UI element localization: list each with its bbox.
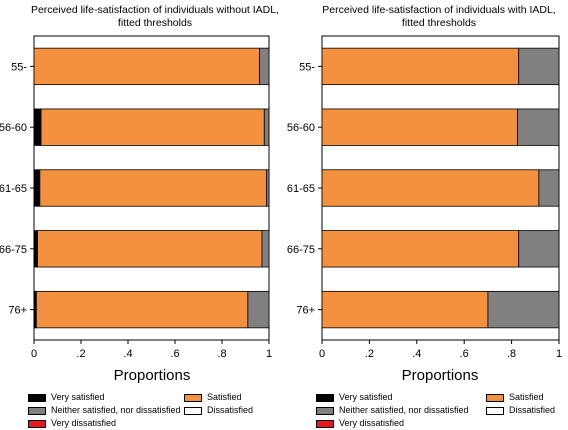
right-xtick-label-2: .4: [412, 348, 421, 360]
right-category-label-76: 76+: [296, 305, 315, 317]
right-xtick-label-1: .2: [365, 348, 374, 360]
right-legend-label-very-satisfied: Very satisfied: [339, 392, 393, 402]
left-legend-label-very-dissatisfied: Very dissatisfied: [51, 418, 117, 428]
left-legend-item-very-satisfied: Very satisfied: [28, 392, 105, 403]
right-bar-76-satisfied: [321, 290, 489, 329]
left-legend: Very satisfied Satisfied Neither satisfi…: [28, 392, 308, 428]
left-legend-item-very-dissatisfied: Very dissatisfied: [28, 418, 116, 429]
right-legend-swatch-neither: [316, 406, 334, 415]
right-legend: Very satisfied Satisfied Neither satisfi…: [316, 392, 568, 428]
left-bar-61-65-very-satisfied: [33, 169, 41, 207]
left-bar-61-65-neither-satisfied-nor-dissatisfied: [266, 169, 270, 207]
right-bar-76-neither-satisfied-nor-dissatisfied: [487, 290, 560, 329]
right-legend-item-very-satisfied: Very satisfied: [316, 392, 393, 403]
left-legend-label-satisfied: Satisfied: [207, 392, 242, 402]
left-bar-76-neither-satisfied-nor-dissatisfied: [247, 290, 270, 329]
right-panel: 55- 56-60 61-65 66-75 76+ 0 .2 .4 .6 .8 1: [287, 35, 562, 360]
right-category-label-55: 55-: [299, 61, 315, 73]
left-xtick-label-5: 1: [266, 348, 272, 360]
left-category-label-66-75: 66-75: [0, 244, 27, 256]
left-bar-61-65-satisfied: [39, 169, 268, 207]
right-bar-56-60-neither-satisfied-nor-dissatisfied: [517, 108, 560, 146]
left-bar-76-satisfied: [35, 290, 249, 329]
right-bar-66-75-satisfied: [321, 230, 520, 268]
right-xtick-label-4: .8: [507, 348, 516, 360]
left-legend-swatch-neither: [28, 406, 46, 415]
left-bar-56-60-satisfied: [40, 108, 265, 146]
left-xtick-label-4: .8: [217, 348, 226, 360]
left-legend-swatch-satisfied: [184, 393, 202, 402]
right-legend-label-neither: Neither satisfied, nor dissatisfied: [339, 405, 469, 415]
right-legend-item-dissatisfied: Dissatisfied: [486, 405, 555, 416]
left-xtick-label-1: .2: [76, 348, 85, 360]
left-legend-item-neither: Neither satisfied, nor dissatisfied: [28, 405, 181, 416]
right-legend-label-dissatisfied: Dissatisfied: [509, 405, 556, 415]
right-xtick-label-3: .6: [460, 348, 469, 360]
left-xtick-label-3: .6: [170, 348, 179, 360]
right-bar-55-satisfied: [321, 47, 520, 86]
left-panel-title: Perceived life-satisfaction of individua…: [20, 4, 290, 30]
right-legend-item-satisfied: Satisfied: [486, 392, 544, 403]
right-xtick-label-5: 1: [556, 348, 562, 360]
left-legend-label-very-satisfied: Very satisfied: [51, 392, 105, 402]
right-legend-item-very-dissatisfied: Very dissatisfied: [316, 418, 404, 429]
left-category-label-55: 55-: [11, 61, 27, 73]
left-category-label-56-60: 56-60: [0, 122, 27, 134]
left-xtick-label-2: .4: [123, 348, 132, 360]
left-xtick-label-0: 0: [31, 348, 37, 360]
right-x-axis-title: Proportions: [401, 367, 479, 384]
left-bar-56-60-neither-satisfied-nor-dissatisfied: [263, 108, 270, 146]
left-bar-55-neither-satisfied-nor-dissatisfied: [259, 47, 270, 86]
left-legend-item-dissatisfied: Dissatisfied: [184, 405, 253, 416]
right-bar-56-60-satisfied: [321, 108, 518, 146]
left-title-line-1: Perceived life-satisfaction of individua…: [30, 4, 280, 16]
left-legend-swatch-very-dissatisfied: [28, 419, 46, 428]
right-legend-item-neither: Neither satisfied, nor dissatisfied: [316, 405, 469, 416]
right-legend-swatch-very-dissatisfied: [316, 419, 334, 428]
left-bar-66-75-very-satisfied: [33, 230, 38, 268]
left-bar-66-75-satisfied: [37, 230, 263, 268]
left-legend-label-neither: Neither satisfied, nor dissatisfied: [51, 405, 181, 415]
right-category-label-56-60: 56-60: [287, 122, 315, 134]
right-bar-66-75-neither-satisfied-nor-dissatisfied: [518, 230, 560, 268]
right-bar-61-65-satisfied: [321, 169, 540, 207]
left-bar-66-75-neither-satisfied-nor-dissatisfied: [261, 230, 270, 268]
right-title-line-2: fitted thresholds: [401, 17, 477, 29]
left-legend-swatch-dissatisfied: [184, 406, 202, 415]
right-panel-title: Perceived life-satisfaction of individua…: [304, 4, 568, 30]
right-category-label-61-65: 61-65: [287, 183, 315, 195]
left-legend-item-satisfied: Satisfied: [184, 392, 242, 403]
right-legend-swatch-very-satisfied: [316, 393, 334, 402]
right-xtick-label-0: 0: [319, 348, 325, 360]
right-legend-label-satisfied: Satisfied: [509, 392, 544, 402]
left-bar-56-60-very-satisfied: [33, 108, 42, 146]
left-panel: 55- 56-60 61-65 66-75 76+ 0 .2 .4 .6 .8 1: [0, 35, 272, 360]
right-bar-61-65-neither-satisfied-nor-dissatisfied: [538, 169, 560, 207]
left-bar-55-satisfied: [33, 47, 261, 86]
right-category-label-66-75: 66-75: [287, 244, 315, 256]
left-category-label-61-65: 61-65: [0, 183, 27, 195]
right-legend-label-very-dissatisfied: Very dissatisfied: [339, 418, 405, 428]
right-title-line-1: Perceived life-satisfaction of individua…: [322, 4, 556, 16]
left-legend-swatch-very-satisfied: [28, 393, 46, 402]
left-title-line-2: fitted thresholds: [117, 17, 193, 29]
left-x-axis-title: Proportions: [113, 367, 191, 384]
left-legend-label-dissatisfied: Dissatisfied: [207, 405, 254, 415]
right-legend-swatch-satisfied: [486, 393, 504, 402]
right-legend-swatch-dissatisfied: [486, 406, 504, 415]
right-bar-55-neither-satisfied-nor-dissatisfied: [518, 47, 560, 86]
left-category-label-76: 76+: [8, 305, 27, 317]
